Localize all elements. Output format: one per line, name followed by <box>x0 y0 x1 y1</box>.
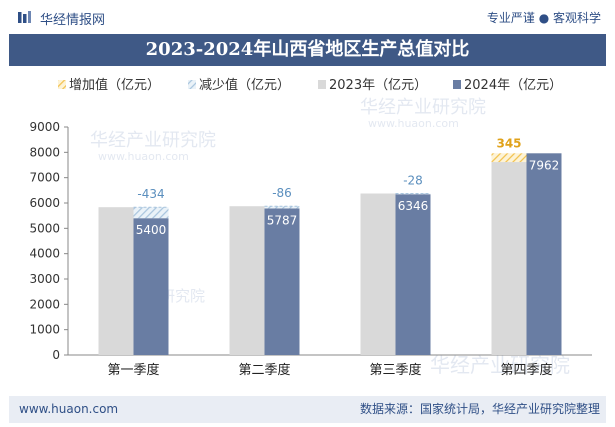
decrease-segment <box>133 207 169 219</box>
huajing-logo-icon <box>18 11 31 23</box>
bar-2024 <box>264 208 300 355</box>
watermark-text: 华经产业研究院 <box>360 97 486 118</box>
header-bar: 华经情报网 专业严谨 ● 客观科学 <box>0 0 615 34</box>
y-tick-label: 9000 <box>29 120 60 134</box>
value-label-2024: 6346 <box>398 199 429 213</box>
chart-title: 2023-2024年山西省地区生产总值对比 <box>9 34 606 66</box>
legend-label: 2024年（亿元） <box>464 78 562 93</box>
legend: 增加值（亿元） 减少值（亿元） 2023年（亿元） 2024年（亿元） <box>58 77 562 93</box>
change-label: -28 <box>403 174 423 188</box>
increase-segment <box>491 153 527 163</box>
x-tick-label: 第一季度 <box>107 362 159 378</box>
watermark-url: www.huaon.com <box>368 117 459 130</box>
x-tick-label: 第二季度 <box>238 362 290 378</box>
y-tick-label: 5000 <box>29 221 60 235</box>
brand-tagline: 专业严谨 ● 客观科学 <box>486 11 601 25</box>
value-label-2024: 5787 <box>267 213 298 227</box>
x-tick-label: 第四季度 <box>500 362 552 378</box>
bar-2023 <box>98 207 134 355</box>
footer-bar: www.huaon.com 数据来源：国家统计局，华经产业研究院整理 <box>9 396 606 423</box>
decrease-segment <box>264 206 300 209</box>
watermark-text: 华经产业研究院 <box>430 353 570 377</box>
watermark-layer: 华经产业研究院www.huaon.com华经产业研究院www.huaon.com… <box>90 97 570 377</box>
change-label: 345 <box>496 136 521 150</box>
y-tick-label: 6000 <box>29 196 60 210</box>
legend-swatch <box>453 80 461 89</box>
legend-swatch <box>58 80 66 89</box>
legend-swatch <box>188 80 196 89</box>
legend-label: 2023年（亿元） <box>329 78 427 93</box>
brand-name: 华经情报网 <box>40 13 106 28</box>
bar-2024 <box>133 218 169 355</box>
data-labels: -434 5400 -86 5787 -28 6346 345 7962 <box>136 136 560 237</box>
bar-2023 <box>360 193 396 355</box>
bar-2023 <box>229 206 265 355</box>
watermark-url: www.huaon.com <box>98 150 189 163</box>
y-tick-label: 7000 <box>29 171 60 185</box>
legend-label: 减少值（亿元） <box>199 77 290 93</box>
footer-source: 数据来源：国家统计局，华经产业研究院整理 <box>359 402 600 416</box>
bar-chart: 华经产业研究院www.huaon.com华经产业研究院www.huaon.com… <box>29 77 592 378</box>
y-tick-label: 1000 <box>29 323 60 337</box>
legend-label: 增加值（亿元） <box>69 77 160 93</box>
y-tick-label: 0 <box>52 348 60 362</box>
y-tick-label: 4000 <box>29 247 60 261</box>
footer-url: www.huaon.com <box>19 402 119 416</box>
bar-2024 <box>526 153 562 355</box>
bar-2023 <box>491 162 527 355</box>
legend-swatch <box>318 80 326 89</box>
y-tick-label: 2000 <box>29 297 60 311</box>
watermark-text: 华经产业研究院 <box>90 130 216 151</box>
change-label: -86 <box>272 186 292 200</box>
bar-2024 <box>395 194 431 355</box>
change-label: -434 <box>137 187 164 201</box>
x-tick-label: 第三季度 <box>369 362 421 378</box>
y-tick-label: 3000 <box>29 272 60 286</box>
y-tick-label: 8000 <box>29 145 60 159</box>
bars <box>98 153 562 355</box>
value-label-2024: 7962 <box>529 158 560 172</box>
value-label-2024: 5400 <box>136 223 167 237</box>
